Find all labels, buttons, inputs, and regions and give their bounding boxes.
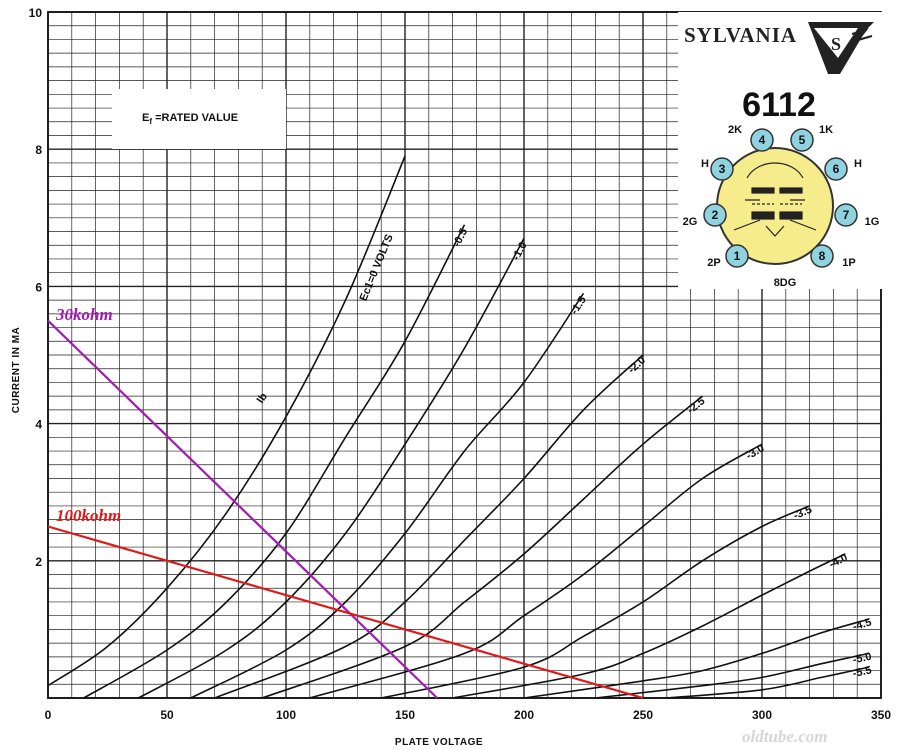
y-tick-label: 6 [35, 280, 42, 294]
curve--1.5 [190, 292, 585, 699]
pin-6-icon [824, 157, 848, 181]
x-tick-label: 0 [45, 708, 52, 722]
curve-label: -5.5 [852, 664, 873, 680]
load-line-label-30kohm: 30kohm [55, 305, 113, 324]
pin-2-icon [703, 203, 727, 227]
curve--2.5 [261, 395, 704, 699]
pin-5-icon [790, 128, 814, 152]
pin-number: 5 [799, 133, 806, 147]
curve-label: -5.0 [852, 651, 873, 667]
brand-name: SYLVANIA [684, 23, 797, 47]
pin-label: 2G [683, 216, 698, 228]
pin-3-icon [710, 157, 734, 181]
pin-label: 1G [865, 216, 880, 228]
pin-label: 2P [707, 257, 720, 269]
base-code: 8DG [774, 277, 797, 289]
curve-label: -2.0 [626, 354, 648, 376]
curve-label: -0.5 [451, 227, 470, 249]
curve-label: -4.5 [851, 616, 873, 633]
curve--5.5 [666, 666, 870, 699]
curve-labels: Ec1=0 VOLTS -0.5-1.0-1.5-2.0-2.5-3.0-3.5-… [358, 227, 873, 680]
base-diagram [716, 147, 834, 265]
pin-label: 2K [728, 124, 742, 136]
pin-label: H [854, 158, 862, 170]
plate-current-label: Ib [255, 391, 271, 406]
tube-type: 6112 [742, 86, 816, 124]
pin-number: 3 [719, 162, 726, 176]
axis-ticks: 0 50 100 150 200 250 300 350 2 4 6 8 10 [29, 6, 892, 722]
curve--1.0 [138, 238, 525, 699]
curve--3.0 [309, 443, 763, 699]
x-tick-label: 200 [514, 708, 534, 722]
watermark: oldtube.com [742, 727, 827, 746]
plot-frame [47, 11, 882, 699]
load-line-100kohm [47, 525, 644, 700]
curve-label: -3.0 [744, 442, 766, 462]
pin-label: H [701, 158, 709, 170]
curve-label: -2.5 [685, 395, 707, 416]
pin-number: 8 [819, 249, 826, 263]
curve-label: Ec1=0 VOLTS [358, 233, 396, 303]
filament-note-box: Ef =RATED VALUE [112, 89, 286, 149]
y-tick-label: 4 [35, 418, 42, 432]
logo-letter: S [831, 34, 841, 54]
load-lines [47, 319, 644, 700]
pin-number: 1 [734, 249, 741, 263]
tube-electrodes-icon [733, 162, 817, 237]
x-tick-label: 100 [276, 708, 296, 722]
y-tick-label: 8 [35, 143, 42, 157]
pin-8-icon [810, 244, 834, 268]
x-tick-label: 250 [633, 708, 653, 722]
x-tick-label: 50 [160, 708, 174, 722]
pin-number: 6 [833, 162, 840, 176]
pin-label: 1K [819, 124, 833, 136]
curve--0.5 [83, 224, 466, 699]
x-tick-label: 350 [871, 708, 891, 722]
curve--2.0 [214, 354, 644, 699]
note-background [112, 89, 286, 149]
sylvania-logo-icon: S [808, 22, 874, 74]
pin-4-icon [750, 128, 774, 152]
pin-number: 2 [712, 208, 719, 222]
note-text: Ef =RATED VALUE [142, 112, 238, 126]
load-line-30kohm [47, 319, 438, 699]
y-axis-title: CURRENT IN MA [11, 327, 22, 414]
curve-label: -4.0 [827, 552, 849, 571]
pin-label: 1P [842, 257, 855, 269]
load-line-label-100kohm: 100kohm [56, 506, 121, 525]
grid-bias-curves [47, 155, 870, 699]
x-tick-label: 150 [395, 708, 415, 722]
pin-number: 7 [843, 208, 850, 222]
x-axis-title: PLATE VOLTAGE [395, 737, 483, 748]
y-tick-label: 10 [29, 6, 43, 20]
curve--4.5 [523, 618, 870, 699]
curve--5.0 [595, 652, 870, 699]
curve-ec10volts [47, 155, 406, 687]
pin-1-icon [725, 244, 749, 268]
y-tick-label: 2 [35, 555, 42, 569]
curve--4.0 [452, 553, 846, 699]
x-tick-label: 300 [752, 708, 772, 722]
curve--3.5 [381, 505, 810, 699]
pin-number: 4 [759, 133, 766, 147]
pin-7-icon [834, 203, 858, 227]
